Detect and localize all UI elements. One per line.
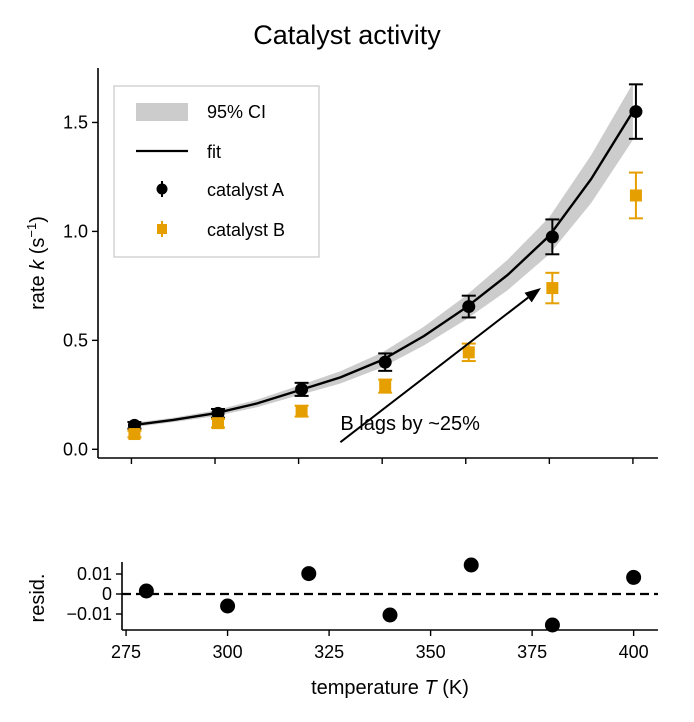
marker (629, 189, 642, 202)
x-tick-label: 275 (111, 642, 141, 662)
x-tick-label: 350 (416, 642, 446, 662)
residual-point (301, 566, 317, 582)
data-point (545, 218, 560, 256)
x-tick-label: 300 (213, 642, 243, 662)
series-catalyst-b (127, 171, 643, 441)
main-y-label-var: k (27, 259, 49, 270)
annotation-layer: B lags by ~25% (339, 288, 541, 444)
residual-point (220, 598, 236, 614)
main-y-label-unit: (s (27, 238, 49, 260)
main-y-label-prefix: rate (27, 270, 49, 310)
legend: 95% CI fit catalyst A catalyst B (113, 85, 320, 258)
annotation-text: B lags by ~25% (340, 413, 480, 435)
data-point (628, 171, 643, 220)
main-y-label-exp: −1 (24, 223, 39, 238)
main-series-layer (127, 83, 643, 441)
data-point (127, 428, 142, 441)
marker (295, 405, 308, 418)
data-point (461, 294, 476, 319)
y-tick-label: 1.5 (63, 112, 88, 132)
residual-y-tick-label: 0.01 (77, 564, 112, 584)
residual-axes: 0.010−0.01 275 300 325 350 375 400 (66, 562, 658, 662)
x-label-prefix: temperature (311, 677, 424, 699)
y-tick-label: 1.0 (63, 221, 88, 241)
data-point (378, 352, 393, 372)
data-point (211, 417, 226, 430)
x-label-unit: (K) (437, 677, 469, 699)
residual-y-tick-label: −0.01 (66, 604, 112, 624)
data-point (294, 404, 309, 418)
data-point (628, 83, 643, 140)
y-tick-label: 0.0 (63, 439, 88, 459)
legend-swatch-ci (136, 103, 188, 121)
data-point (378, 378, 393, 394)
legend-swatch-catalyst-a (156, 181, 168, 197)
legend-label-catalyst-b: catalyst B (207, 220, 285, 240)
residual-point (463, 557, 479, 573)
residual-point (544, 617, 560, 633)
marker (212, 417, 225, 430)
x-tick-label: 325 (314, 642, 344, 662)
x-label-var: T (424, 677, 438, 699)
data-point (211, 406, 226, 420)
residual-series-layer (138, 557, 642, 633)
main-y-axis-label: rate k (s−1) (24, 216, 49, 310)
marker (211, 406, 225, 420)
marker (128, 428, 141, 441)
residual-point (138, 583, 154, 599)
residual-y-tick-label: 0 (102, 584, 112, 604)
chart-title: Catalyst activity (253, 20, 441, 50)
legend-swatch-catalyst-b (157, 221, 167, 237)
x-tick-label: 400 (619, 642, 649, 662)
annotation-arrow-head (524, 288, 541, 303)
marker (378, 355, 392, 369)
data-point (545, 271, 560, 305)
legend-label-catalyst-a: catalyst A (207, 180, 284, 200)
main-axes: 0.0 0.5 1.0 1.5 (63, 68, 658, 464)
residual-point (626, 569, 642, 585)
x-axis-label: temperature T (K) (311, 677, 469, 699)
marker (379, 380, 392, 393)
y-tick-label: 0.5 (63, 330, 88, 350)
annotation-arrow-line (339, 296, 529, 444)
data-point (294, 381, 309, 397)
main-y-label-close: ) (27, 216, 49, 223)
x-tick-label: 375 (517, 642, 547, 662)
legend-label-ci: 95% CI (207, 102, 266, 122)
legend-label-fit: fit (207, 142, 221, 162)
marker (545, 230, 559, 244)
residual-point (382, 607, 398, 623)
marker (295, 382, 309, 396)
residual-y-axis-label: resid. (27, 574, 49, 623)
marker (462, 300, 476, 314)
marker (462, 346, 475, 359)
marker (546, 282, 559, 295)
series-catalyst-a (127, 83, 643, 432)
marker (629, 105, 643, 119)
